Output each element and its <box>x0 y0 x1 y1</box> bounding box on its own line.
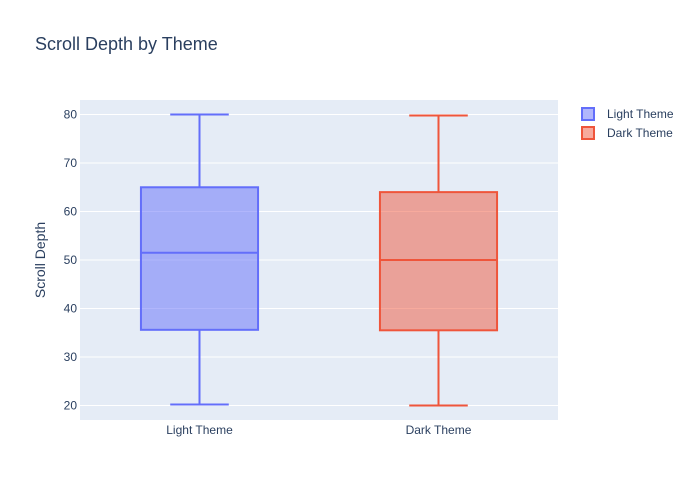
box-series-1 <box>139 113 260 406</box>
y-tick-label: 40 <box>64 301 78 315</box>
legend-swatch <box>581 107 595 121</box>
legend-swatch <box>581 126 595 140</box>
x-tick-label: Dark Theme <box>406 423 472 437</box>
legend-label: Light Theme <box>607 107 674 121</box>
legend: Light Theme Dark Theme <box>581 107 674 140</box>
y-tick-label: 30 <box>64 350 78 364</box>
legend-label: Dark Theme <box>607 126 673 140</box>
y-tick-label: 20 <box>64 398 78 412</box>
y-axis-title: Scroll Depth <box>32 222 48 298</box>
y-axis-ticks: 20 30 40 50 60 70 80 <box>64 108 78 413</box>
iqr-box <box>378 191 499 332</box>
box-series-2 <box>378 114 499 407</box>
y-tick-label: 80 <box>64 108 78 122</box>
x-axis-ticks: Light Theme Dark Theme <box>166 423 471 437</box>
legend-item[interactable]: Light Theme <box>581 107 674 121</box>
y-tick-label: 50 <box>64 253 78 267</box>
chart-title: Scroll Depth by Theme <box>35 34 218 54</box>
legend-item[interactable]: Dark Theme <box>581 126 673 140</box>
iqr-box <box>139 186 260 331</box>
box-series-group <box>139 113 499 407</box>
y-tick-label: 70 <box>64 156 78 170</box>
x-tick-label: Light Theme <box>166 423 233 437</box>
y-tick-label: 60 <box>64 205 78 219</box>
